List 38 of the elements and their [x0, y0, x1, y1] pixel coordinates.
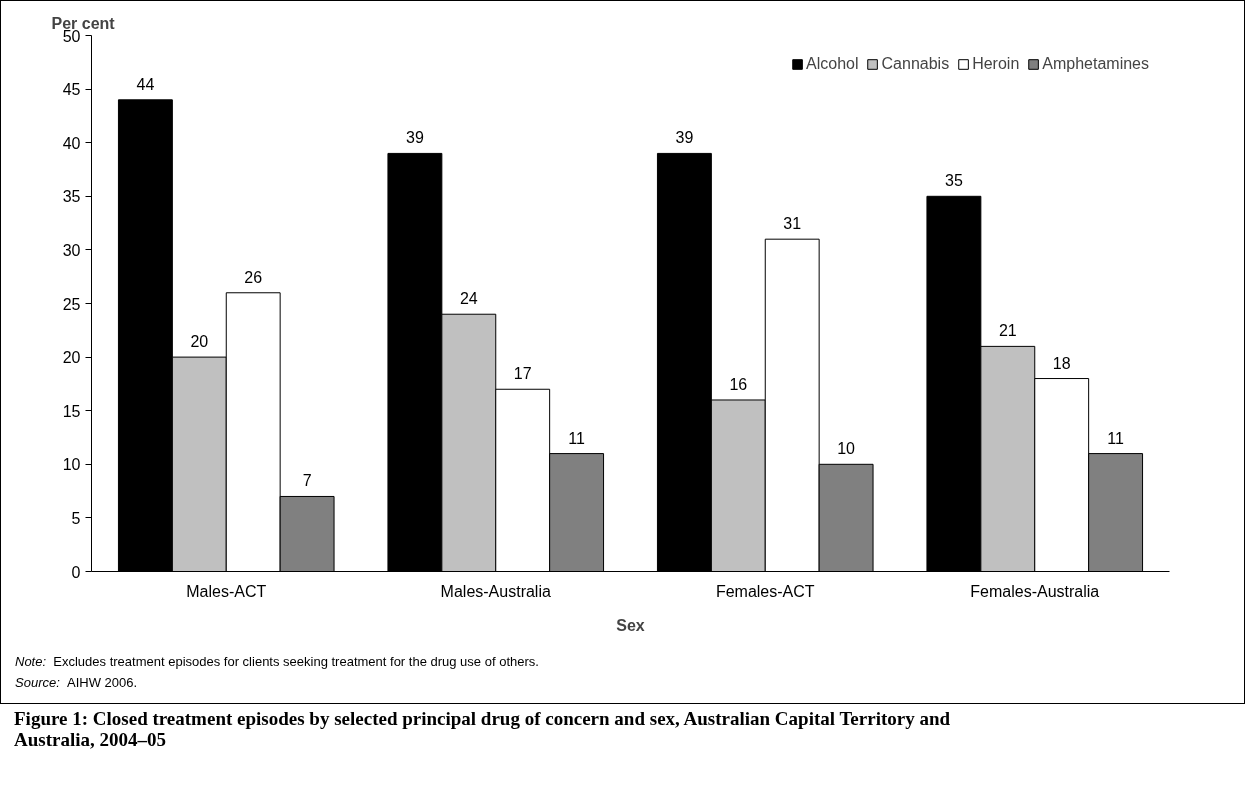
y-tick-label: 40 — [62, 134, 81, 152]
data-label: 16 — [729, 375, 748, 393]
data-label: 17 — [513, 365, 532, 383]
data-label: 11 — [568, 429, 586, 447]
y-tick-label: 45 — [62, 81, 81, 99]
text: Figure 1: Closed treatment episodes by selected principal drug of concern and sex, Australian Capital Territory and Australia, 2004–05 — [14, 708, 952, 750]
data-label: 20 — [190, 333, 209, 351]
x-tick-label: Females-Australia — [970, 582, 1100, 600]
legend-label: Heroin — [972, 55, 1020, 73]
data-label: 44 — [136, 75, 155, 93]
data-label: 18 — [1052, 354, 1071, 372]
legend-label: Alcohol — [806, 55, 859, 73]
data-label: 7 — [302, 472, 312, 490]
text: Note: Excludes treatment episodes for clients seeking treatment for the drug use of others. — [15, 653, 539, 671]
legend-label: Amphetamines — [1042, 55, 1149, 73]
y-tick-label: 5 — [71, 509, 81, 527]
y-tick-label: 35 — [62, 188, 81, 206]
data-label: 24 — [459, 290, 478, 308]
data-label: 35 — [945, 172, 963, 190]
x-axis-title: Sex — [616, 616, 645, 634]
x-tick-label: Females-ACT — [715, 582, 815, 600]
data-label: 31 — [783, 215, 802, 233]
data-label: 11 — [1107, 429, 1125, 447]
data-label: 10 — [837, 440, 856, 458]
x-tick-label: Males-ACT — [186, 582, 267, 600]
y-tick-label: 30 — [62, 241, 81, 259]
source-note: Source: AIHW 2006. — [15, 674, 138, 692]
data-label: 39 — [675, 129, 694, 147]
data-label: 39 — [406, 129, 424, 147]
data-label: 26 — [244, 268, 263, 286]
legend-label: Cannabis — [881, 55, 950, 73]
y-tick-label: 25 — [62, 295, 81, 313]
y-tick-label: 10 — [62, 456, 81, 474]
y-tick-label: 15 — [62, 402, 81, 420]
y-tick-label: 0 — [71, 563, 81, 581]
data-label: 21 — [998, 322, 1017, 340]
y-tick-label: 20 — [62, 349, 81, 367]
x-tick-label: Males-Australia — [440, 582, 551, 600]
